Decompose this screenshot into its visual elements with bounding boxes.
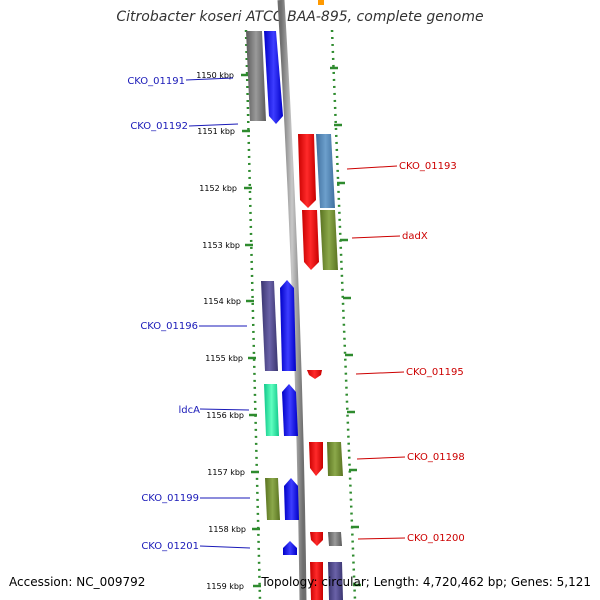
- gene-feature: [246, 31, 266, 121]
- right-tick-marks: [330, 66, 361, 587]
- gene-label-cko-01199: CKO_01199: [141, 493, 199, 504]
- tick-label: 1152 kbp: [199, 184, 237, 193]
- tick-label: 1158 kbp: [208, 525, 246, 534]
- gene-label-cko-01191: CKO_01191: [127, 76, 185, 87]
- tick-label: 1151 kbp: [197, 127, 235, 136]
- gene-label-cko-01196: CKO_01196: [140, 321, 198, 332]
- tick-marks: [241, 73, 261, 588]
- genome-backbone: [277, 0, 307, 600]
- gene-feature: [283, 541, 297, 555]
- gene-label-ldca: ldcA: [179, 405, 201, 416]
- gene-feature: [328, 532, 342, 546]
- tick-label: 1155 kbp: [205, 354, 243, 363]
- gene-feature: [265, 478, 280, 520]
- tick-label: 1157 kbp: [207, 468, 245, 477]
- gene-feature: [316, 134, 335, 208]
- gene-feature: [320, 210, 338, 270]
- gene-label-dadx: dadX: [402, 231, 428, 242]
- gene-feature: [302, 210, 319, 270]
- tick-label: 1159 kbp: [206, 582, 244, 591]
- map-title: Citrobacter koseri ATCC BAA-895, complet…: [116, 9, 484, 25]
- gene-feature: [264, 384, 279, 436]
- gene-feature: [284, 478, 299, 520]
- gene-feature: [318, 0, 324, 5]
- gene-feature: [310, 532, 323, 546]
- tick-label: 1154 kbp: [203, 297, 241, 306]
- gene-feature: [310, 562, 323, 600]
- gene-label-cko-01195: CKO_01195: [406, 367, 464, 378]
- left-leader-lines: [185, 77, 251, 549]
- tick-label: 1153 kbp: [202, 241, 240, 250]
- gene-feature: [298, 134, 316, 208]
- gene-feature: [307, 370, 322, 379]
- gene-label-cko-01192: CKO_01192: [130, 121, 188, 132]
- tick-label: 1150 kbp: [196, 71, 234, 80]
- gene-feature: [328, 562, 343, 600]
- gene-label-cko-01200: CKO_01200: [407, 533, 465, 544]
- gene-label-cko-01201: CKO_01201: [141, 541, 199, 552]
- gene-label-cko-01198: CKO_01198: [407, 452, 465, 463]
- gene-feature: [309, 442, 323, 476]
- gene-feature: [327, 442, 343, 476]
- right-dotted-track: [330, 29, 357, 600]
- gene-label-cko-01193: CKO_01193: [399, 161, 457, 172]
- gene-feature: [282, 384, 298, 436]
- tick-label: 1156 kbp: [206, 411, 244, 420]
- gene-feature: [280, 280, 296, 371]
- gene-feature: [261, 281, 278, 371]
- tick-labels: 1150 kbp 1151 kbp 1152 kbp 1153 kbp 1154…: [196, 71, 246, 591]
- gene-feature: [264, 31, 283, 124]
- topology-summary: Topology: circular; Length: 4,720,462 bp…: [261, 575, 591, 589]
- right-leader-lines: [346, 165, 406, 540]
- accession-text: Accession: NC_009792: [9, 575, 146, 589]
